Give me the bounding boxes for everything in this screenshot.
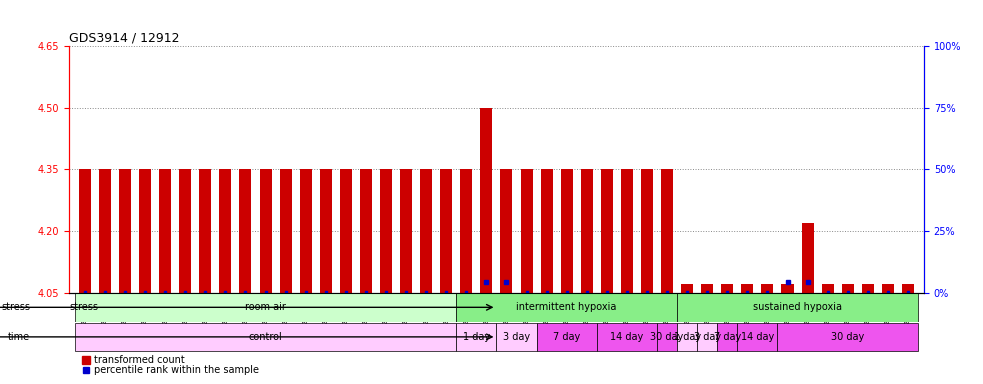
FancyBboxPatch shape [657,323,677,351]
Bar [360,169,372,293]
Bar [319,169,332,293]
Bar [722,284,733,293]
FancyBboxPatch shape [778,323,918,351]
Bar [159,169,171,293]
Bar [300,169,312,293]
FancyBboxPatch shape [75,323,456,351]
Bar [200,169,211,293]
Bar [440,169,452,293]
FancyBboxPatch shape [737,323,778,351]
FancyBboxPatch shape [75,293,456,321]
Bar [641,169,653,293]
Text: 7 day: 7 day [553,332,580,342]
Text: 14 day: 14 day [610,332,644,342]
Text: 3 day: 3 day [694,332,721,342]
Bar [521,169,533,293]
Bar [781,284,793,293]
Bar [681,284,693,293]
Bar [99,169,111,293]
Bar [179,169,192,293]
Text: 30 day: 30 day [651,332,684,342]
FancyBboxPatch shape [537,323,597,351]
FancyBboxPatch shape [456,323,496,351]
Text: 1 day: 1 day [673,332,701,342]
Bar [420,169,433,293]
Bar [741,284,753,293]
FancyBboxPatch shape [496,323,537,351]
Bar [541,169,552,293]
Text: transformed count: transformed count [94,355,185,365]
Bar [762,284,774,293]
Text: 14 day: 14 day [741,332,774,342]
Bar [260,169,271,293]
Bar [560,169,573,293]
FancyBboxPatch shape [677,293,918,321]
Bar [79,169,90,293]
FancyBboxPatch shape [456,293,677,321]
Bar [822,284,834,293]
Text: stress: stress [1,302,30,312]
Text: 30 day: 30 day [831,332,864,342]
Text: GDS3914 / 12912: GDS3914 / 12912 [69,32,179,45]
Bar [460,169,472,293]
Text: control: control [249,332,282,342]
Bar [139,169,151,293]
Bar [801,223,814,293]
Bar [661,169,673,293]
Text: 1 day: 1 day [463,332,490,342]
Text: 7 day: 7 day [714,332,741,342]
Bar [601,169,612,293]
Text: room air: room air [245,302,286,312]
Bar [340,169,352,293]
Text: stress: stress [70,302,99,312]
FancyBboxPatch shape [718,323,737,351]
Bar [621,169,633,293]
Bar [481,108,492,293]
FancyBboxPatch shape [597,323,657,351]
FancyBboxPatch shape [697,323,718,351]
Bar [882,284,894,293]
Text: time: time [8,332,30,342]
Bar [500,169,512,293]
Text: intermittent hypoxia: intermittent hypoxia [516,302,617,312]
Text: sustained hypoxia: sustained hypoxia [753,302,842,312]
Bar [701,284,714,293]
Bar [240,169,252,293]
Text: 3 day: 3 day [503,332,530,342]
Text: percentile rank within the sample: percentile rank within the sample [94,365,260,375]
Bar [581,169,593,293]
Bar [119,169,131,293]
Bar [279,169,292,293]
FancyBboxPatch shape [677,323,697,351]
Bar [400,169,412,293]
Bar [841,284,854,293]
Bar [380,169,392,293]
Bar [219,169,231,293]
Bar [862,284,874,293]
Bar [902,284,914,293]
